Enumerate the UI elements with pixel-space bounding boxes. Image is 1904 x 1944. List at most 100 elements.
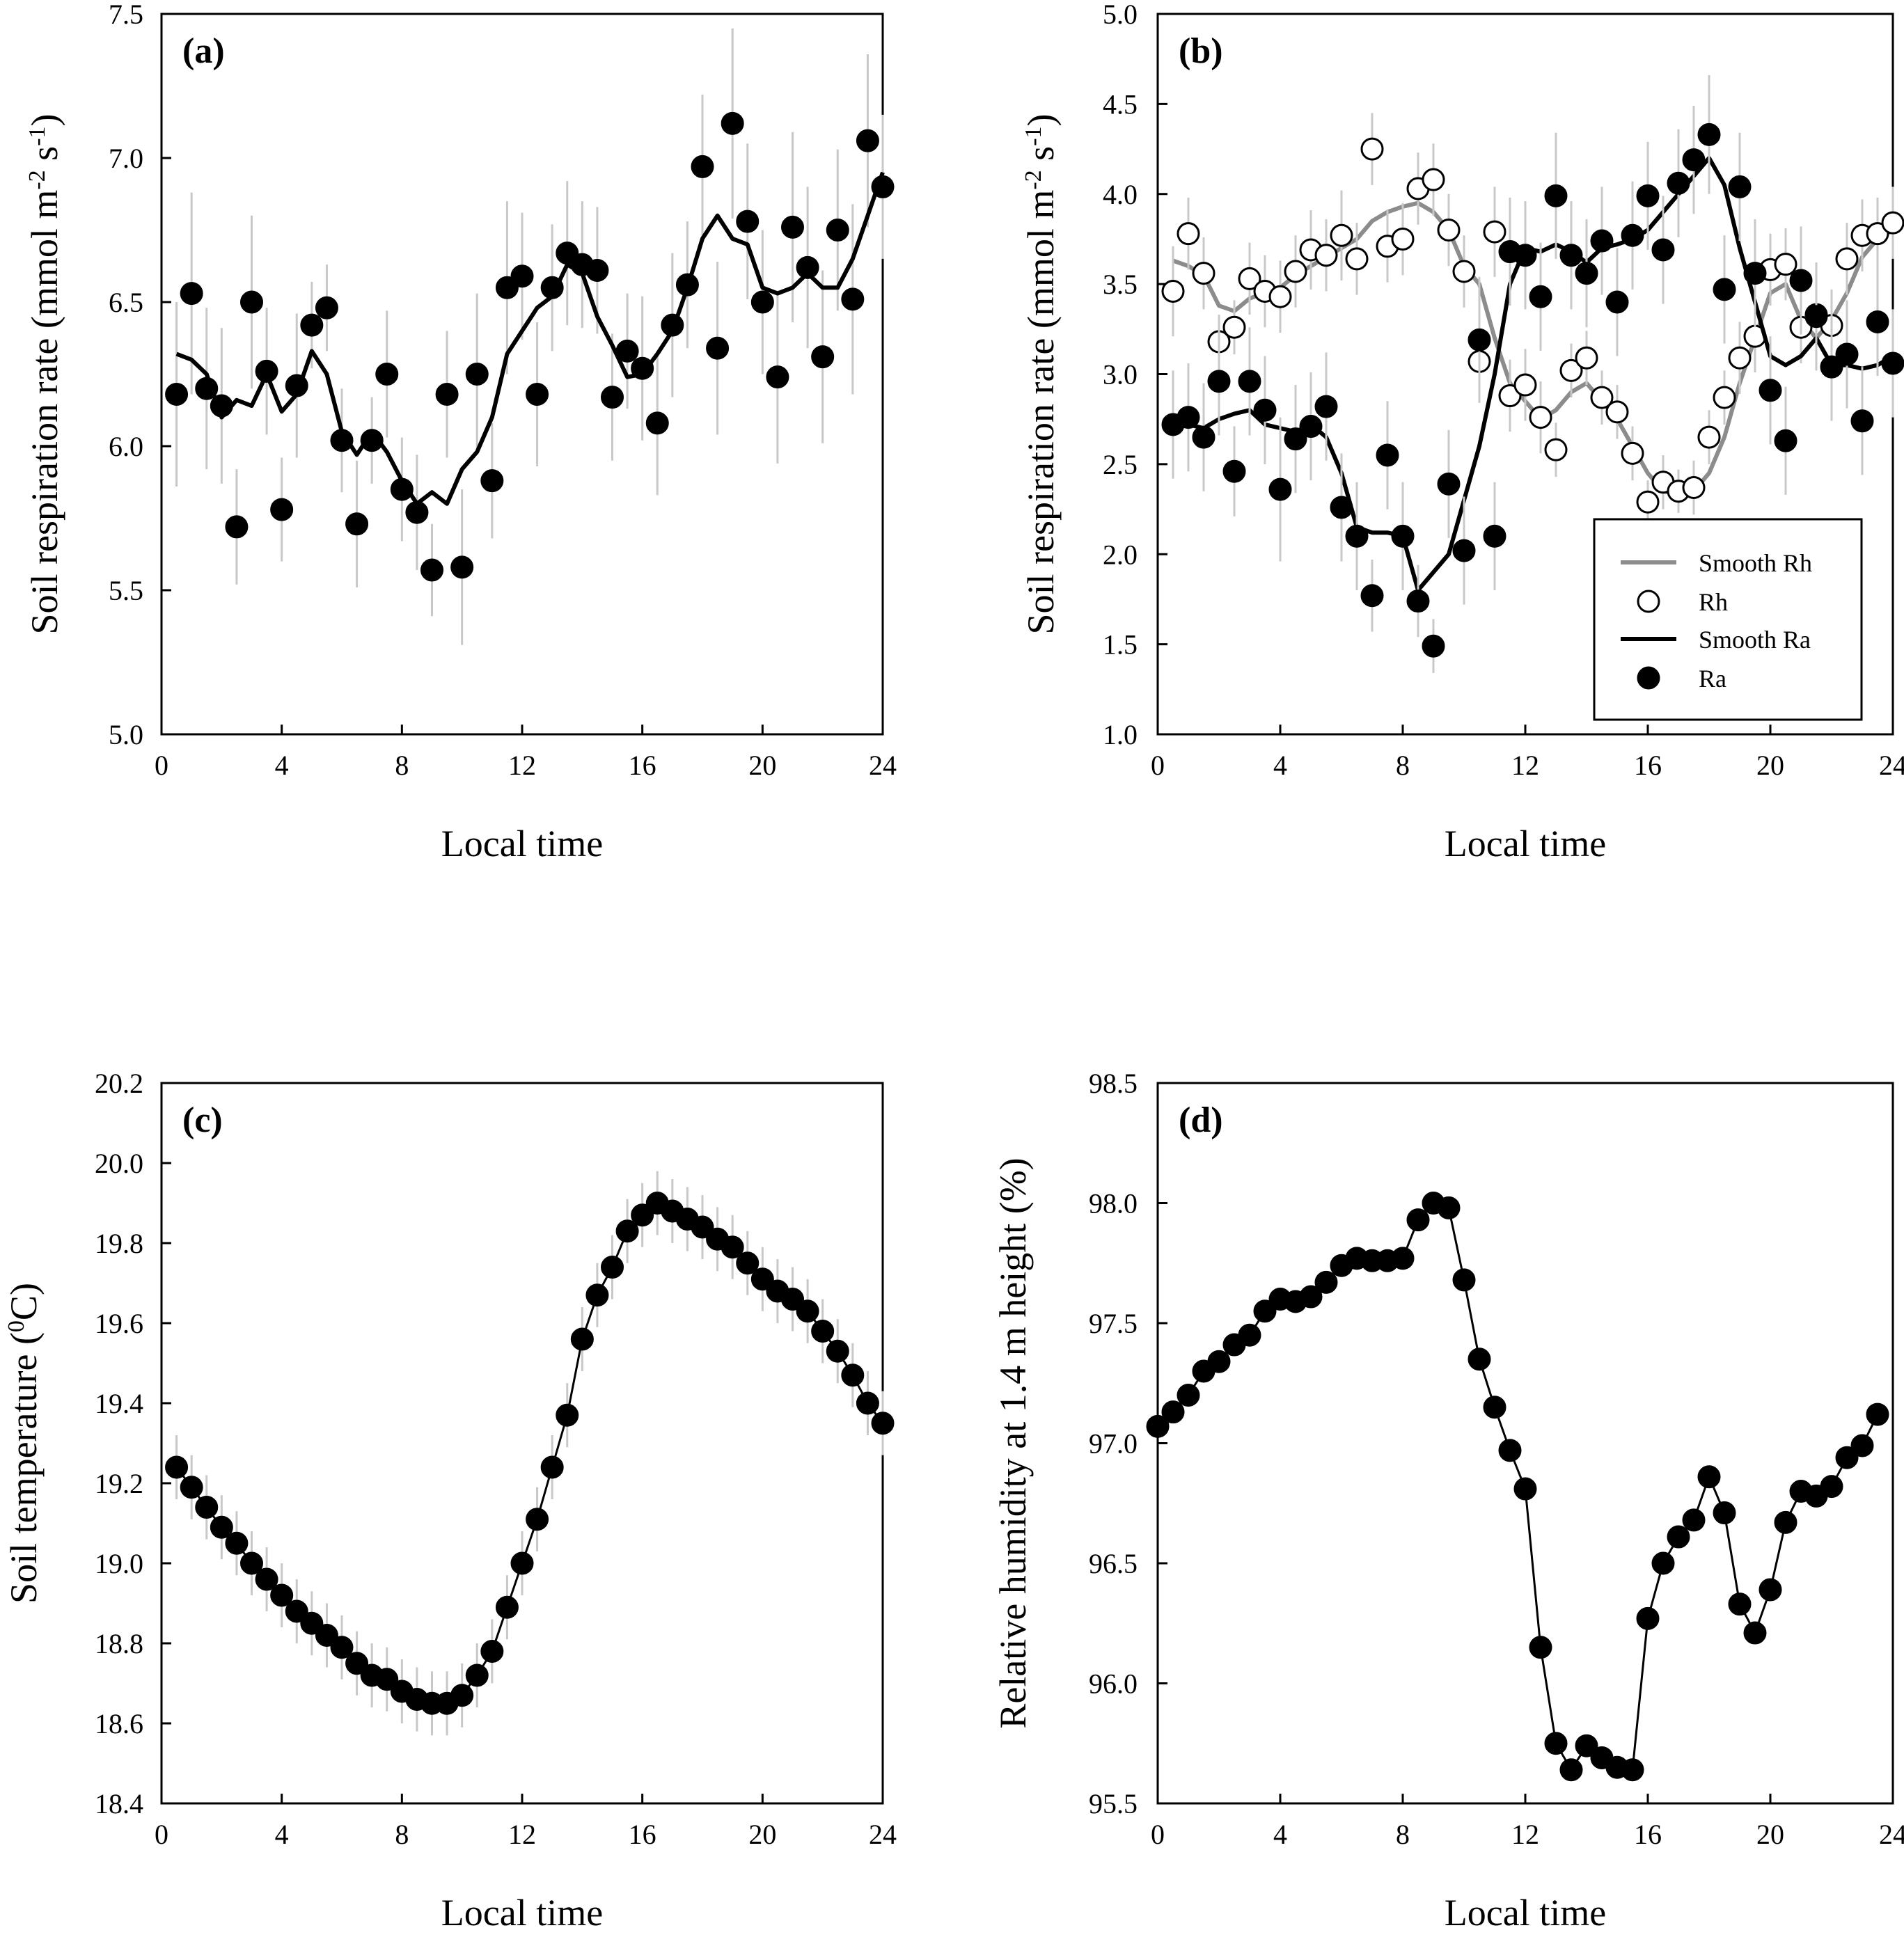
x-tick-label: 24: [1879, 1819, 1904, 1850]
data-point-open: [1330, 223, 1353, 247]
data-point: [1697, 123, 1721, 146]
data-point: [375, 1668, 399, 1691]
data-point: [1299, 1285, 1323, 1309]
data-point: [225, 1531, 249, 1555]
y-tick-label: 7.5: [109, 0, 143, 30]
x-tick-label: 20: [748, 750, 776, 781]
legend-marker-swatch: [1637, 666, 1660, 690]
data-point: [526, 382, 549, 406]
data-point: [1483, 1396, 1506, 1419]
plot-frame: [1156, 1082, 1894, 1805]
data-point: [1177, 406, 1200, 429]
data-point: [691, 1215, 714, 1239]
data-point-open: [1345, 247, 1369, 271]
y-tick-label: 98.5: [1089, 1068, 1138, 1099]
data-point: [601, 1256, 624, 1279]
x-tick-label: 8: [1396, 750, 1410, 781]
x-tick-label: 12: [1511, 1819, 1539, 1850]
y-tick-label: 97.5: [1089, 1308, 1138, 1339]
y-tick-label: 96.0: [1089, 1668, 1138, 1700]
y-axis-label-part: Soil respiration rate (mmol m: [1020, 190, 1062, 635]
data-point: [1468, 328, 1491, 351]
data-point: [1667, 171, 1690, 195]
x-tick-label: 16: [629, 1819, 656, 1850]
panel-label: (d): [1179, 1100, 1223, 1140]
data-point: [1667, 1525, 1690, 1549]
y-axis-label-superscript: -1: [1021, 126, 1046, 145]
data-point-open: [1682, 476, 1706, 500]
data-point: [631, 1203, 654, 1227]
data-point: [796, 1299, 819, 1323]
data-point: [556, 1403, 579, 1427]
data-point-open: [1774, 253, 1797, 276]
data-point: [1605, 290, 1629, 314]
data-point: [540, 1455, 564, 1479]
data-point: [1559, 1758, 1583, 1782]
data-point: [856, 1391, 879, 1415]
y-tick-label: 6.5: [109, 287, 143, 318]
data-point-open: [1498, 384, 1522, 408]
data-point: [736, 1251, 760, 1275]
x-tick-label: 4: [275, 1819, 289, 1850]
data-point: [1330, 496, 1353, 519]
data-point: [1207, 1350, 1231, 1373]
series-0: [165, 1171, 895, 1736]
data-point: [1406, 590, 1430, 613]
data-point: [1238, 1323, 1261, 1347]
x-tick-label: 4: [1273, 750, 1287, 781]
data-point: [1161, 1400, 1185, 1424]
y-axis-label-part: s: [1020, 146, 1062, 171]
data-point: [1682, 148, 1706, 172]
data-point: [180, 1476, 203, 1499]
x-tick-label: 8: [395, 1819, 409, 1850]
data-point: [510, 1551, 534, 1575]
x-tick-label: 0: [155, 1819, 168, 1850]
x-tick-label: 12: [508, 750, 536, 781]
data-point: [1835, 342, 1859, 366]
data-point: [1513, 1477, 1537, 1501]
data-point-open: [1513, 373, 1537, 397]
y-axis-label-part: Relative humidity at 1.4 m height (%): [992, 1157, 1034, 1728]
panel-b: 0 4 8 12 16 20 24 1.0 1.5 2.0 2.5 3.0 3.5 4.0 4.5 5.0 (b…: [1020, 0, 1904, 864]
x-tick-label: 16: [1634, 1819, 1662, 1850]
data-point: [856, 129, 879, 152]
data-point: [495, 1595, 519, 1619]
data-point: [1483, 524, 1506, 548]
data-point-open: [1636, 490, 1660, 514]
data-point: [1406, 1208, 1430, 1232]
y-tick-label: 98.0: [1089, 1188, 1138, 1219]
data-point: [736, 210, 760, 233]
y-axis-label-part: Soil respiration rate (mmol m: [24, 190, 65, 635]
y-tick-label: 19.6: [95, 1308, 143, 1339]
x-tick-label: 12: [508, 1819, 536, 1850]
data-point: [1253, 398, 1277, 422]
x-axis-label: Local time: [441, 823, 603, 864]
data-point: [841, 287, 865, 311]
panel-label: (c): [182, 1100, 223, 1140]
data-point: [1452, 539, 1476, 562]
y-tick-label: 19.2: [95, 1468, 143, 1499]
data-point-open: [1452, 260, 1476, 283]
x-tick-label: 8: [1396, 1819, 1410, 1850]
y-tick-label: 6.0: [109, 431, 143, 462]
y-tick-label: 19.8: [95, 1228, 143, 1259]
data-point: [1222, 459, 1246, 483]
data-point: [1789, 269, 1813, 292]
data-point-open: [1590, 386, 1614, 409]
y-tick-label: 1.0: [1103, 719, 1138, 750]
x-tick-label: 24: [1879, 750, 1904, 781]
data-point-open: [1222, 315, 1246, 339]
data-point: [345, 512, 369, 536]
data-point: [1682, 1508, 1706, 1532]
data-point: [1713, 278, 1736, 301]
data-point-open: [1621, 441, 1644, 465]
legend-marker-swatch: [1637, 590, 1660, 613]
data-point-open: [1177, 222, 1200, 246]
y-tick-label: 3.5: [1103, 269, 1138, 300]
data-point-open: [1866, 222, 1889, 246]
data-point: [1422, 634, 1445, 658]
legend-label: Smooth Rh: [1699, 549, 1812, 577]
data-point: [691, 155, 714, 178]
y-axis-label-part: ): [24, 113, 65, 126]
data-point: [1529, 1636, 1552, 1659]
